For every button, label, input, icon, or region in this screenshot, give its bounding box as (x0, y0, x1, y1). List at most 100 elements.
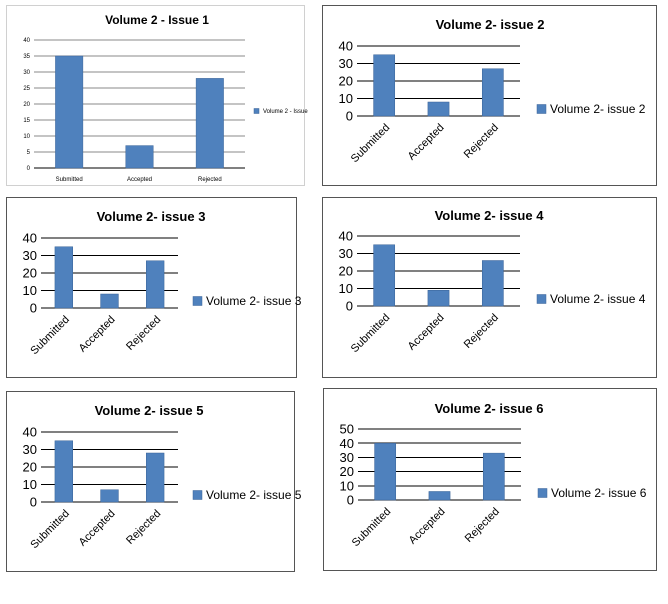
y-tick-label: 20 (339, 74, 353, 89)
y-tick-label: 20 (23, 102, 30, 108)
legend-swatch (253, 108, 260, 114)
y-tick-label: 30 (340, 450, 354, 465)
y-tick-label: 30 (23, 248, 37, 263)
chart-issue-1: Volume 2 - Issue 1 0 5 10 15 20 25 30 35 40 Submit… (23, 13, 308, 183)
y-tick-label: 40 (339, 229, 353, 244)
y-tick-label: 0 (347, 493, 354, 508)
bar-submitted (55, 55, 84, 169)
y-tick-label: 5 (27, 150, 31, 156)
legend-label: Volume 2- issue 3 (206, 294, 302, 308)
category-label: Accepted (407, 506, 448, 547)
chart-issue-4: Volume 2- issue 4 0 10 20 30 40 Submitted Accep… (339, 208, 646, 356)
chart-panel-issue-3: Volume 2- issue 3 0 10 20 30 40 Submitted Accep… (6, 197, 302, 378)
y-tick-label: 40 (23, 425, 37, 440)
y-tick-label: 50 (340, 422, 354, 437)
bar-rejected (195, 78, 224, 169)
y-tick-label: 30 (339, 246, 353, 261)
category-label: Submitted (349, 312, 393, 356)
y-tick-label: 25 (23, 86, 30, 92)
category-label: Submitted (349, 122, 393, 166)
y-tick-label: 10 (23, 283, 37, 298)
chart-title: Volume 2 - Issue 1 (105, 13, 209, 27)
category-label: Rejected (462, 122, 501, 161)
y-tick-label: 20 (23, 460, 37, 475)
y-tick-label: 10 (339, 91, 353, 106)
y-tick-label: 40 (23, 231, 37, 246)
legend-label: Volume 2- issue 4 (550, 292, 646, 306)
chart-title: Volume 2- issue 3 (97, 209, 206, 224)
category-label: Submitted (28, 314, 72, 358)
bar-rejected (146, 260, 165, 309)
category-label: Accepted (77, 508, 118, 549)
bar-accepted (100, 293, 119, 309)
y-tick-label: 30 (339, 56, 353, 71)
y-tick-label: 0 (30, 301, 37, 316)
y-tick-label: 10 (339, 281, 353, 296)
category-label: Accepted (406, 122, 447, 163)
bar-rejected (482, 452, 505, 501)
legend-swatch (192, 490, 203, 500)
legend-label: Volume 2- issue 5 (206, 488, 302, 502)
y-tick-label: 35 (23, 54, 30, 60)
legend-label: Volume 2- issue 2 (550, 102, 646, 116)
category-label: Rejected (463, 506, 502, 545)
y-tick-label: 20 (339, 264, 353, 279)
bar-submitted (54, 246, 73, 309)
bar-rejected (481, 68, 504, 117)
chart-issue-5: Volume 2- issue 5 0 10 20 30 40 Submitted Accep… (23, 403, 302, 552)
bar-submitted (54, 440, 73, 503)
bar-rejected (481, 260, 504, 307)
category-label: Rejected (124, 314, 163, 353)
y-tick-label: 40 (340, 436, 354, 451)
legend-swatch (192, 296, 203, 306)
legend-label: Volume 2- issue 6 (551, 486, 647, 500)
bar-accepted (125, 145, 154, 169)
chart-title: Volume 2- issue 6 (435, 401, 544, 416)
bar-accepted (427, 290, 450, 307)
chart-panel-issue-2: Volume 2- issue 2 0 10 20 30 40 Submitted Accep… (322, 5, 657, 186)
legend-swatch (537, 488, 548, 498)
category-label: Accepted (127, 177, 152, 183)
bar-accepted (428, 491, 451, 501)
y-tick-label: 0 (346, 299, 353, 314)
y-tick-label: 20 (23, 266, 37, 281)
y-tick-label: 0 (30, 495, 37, 510)
chart-title: Volume 2- issue 5 (95, 403, 204, 418)
category-label: Submitted (56, 177, 83, 183)
y-tick-label: 20 (340, 464, 354, 479)
category-label: Accepted (77, 314, 118, 355)
category-label: Submitted (28, 508, 72, 552)
chart-panel-issue-4: Volume 2- issue 4 0 10 20 30 40 Submitted Accep… (322, 197, 657, 378)
bar-submitted (373, 54, 396, 117)
category-label: Rejected (462, 312, 501, 351)
y-tick-label: 0 (346, 109, 353, 124)
chart-title: Volume 2- issue 4 (435, 208, 545, 223)
y-tick-label: 30 (23, 442, 37, 457)
y-tick-label: 40 (339, 39, 353, 54)
chart-panel-issue-5: Volume 2- issue 5 0 10 20 30 40 Submitted Accep… (6, 391, 302, 572)
bar-submitted (374, 442, 397, 501)
chart-panel-issue-6: Volume 2- issue 6 0 10 20 30 40 50 Submitted Acc… (323, 388, 657, 571)
category-label: Rejected (124, 508, 163, 547)
y-tick-label: 15 (23, 118, 30, 124)
category-label: Accepted (406, 312, 447, 353)
legend-swatch (536, 104, 547, 114)
y-tick-label: 30 (23, 70, 30, 76)
y-tick-label: 0 (27, 166, 31, 172)
chart-panel-issue-1: Volume 2 - Issue 1 0 5 10 15 20 25 30 35 40 Submit… (6, 5, 308, 186)
bar-accepted (100, 489, 119, 503)
category-label: Submitted (350, 506, 394, 550)
bar-accepted (427, 101, 450, 117)
y-tick-label: 10 (23, 134, 30, 140)
bar-submitted (373, 244, 396, 307)
y-tick-label: 10 (340, 478, 354, 493)
y-tick-label: 40 (23, 38, 30, 44)
chart-issue-3: Volume 2- issue 3 0 10 20 30 40 Submitted Accep… (23, 209, 302, 358)
category-label: Rejected (198, 177, 222, 183)
bar-rejected (146, 452, 165, 503)
y-tick-label: 10 (23, 477, 37, 492)
legend-label: Volume 2 - Issue (263, 109, 308, 115)
chart-title: Volume 2- issue 2 (436, 17, 545, 32)
legend-swatch (536, 294, 547, 304)
